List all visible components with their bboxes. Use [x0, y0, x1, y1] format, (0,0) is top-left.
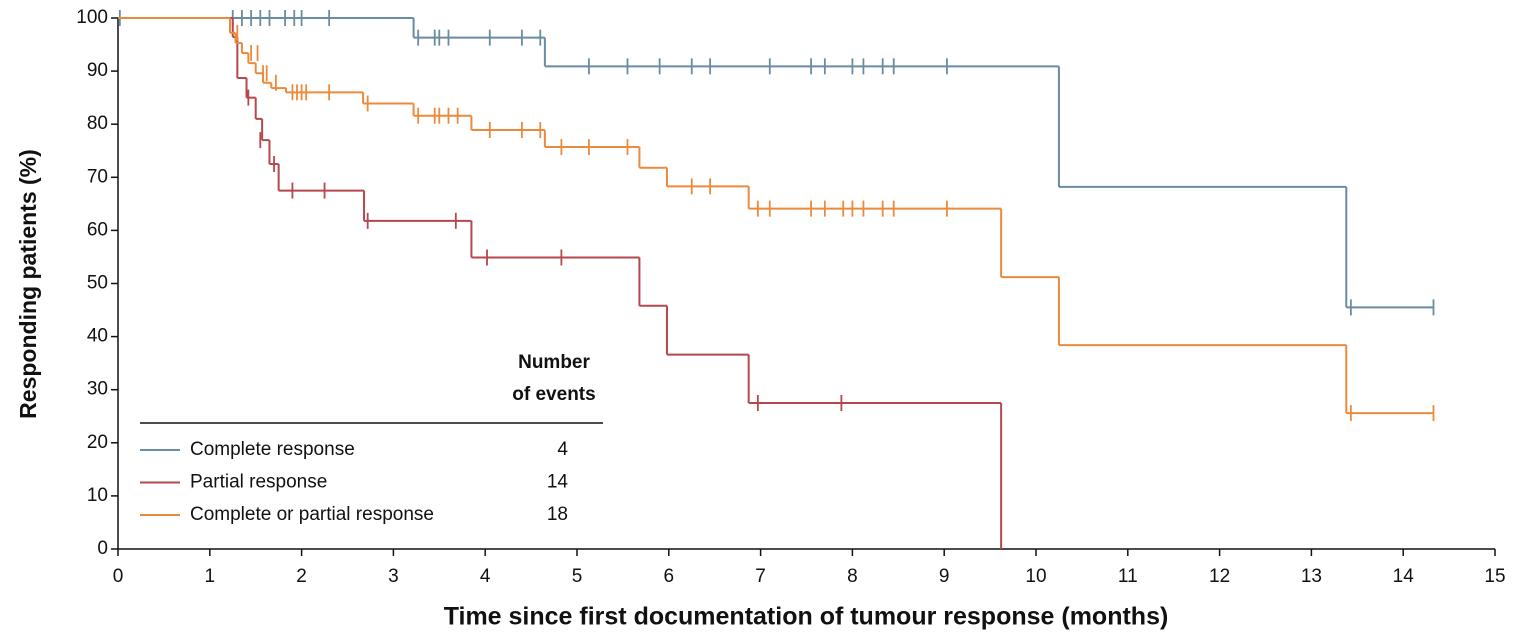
x-tick-label: 10 — [1025, 566, 1046, 587]
y-tick-label: 100 — [76, 7, 108, 28]
legend-events: 4 — [557, 439, 568, 460]
y-tick-label: 70 — [87, 166, 108, 187]
y-tick-label: 20 — [87, 432, 108, 453]
x-tick-label: 4 — [480, 566, 491, 587]
y-tick-label: 10 — [87, 485, 108, 506]
x-tick-label: 8 — [847, 566, 858, 587]
legend-label: Complete or partial response — [190, 504, 434, 525]
x-tick-label: 12 — [1209, 566, 1230, 587]
y-tick-label: 60 — [87, 219, 108, 240]
x-tick-label: 5 — [572, 566, 583, 587]
x-tick-label: 1 — [205, 566, 216, 587]
y-axis-label: Responding patients (%) — [15, 149, 41, 419]
y-tick-label: 0 — [97, 538, 108, 559]
y-tick-label: 90 — [87, 60, 108, 81]
x-tick-label: 6 — [664, 566, 675, 587]
legend-events: 14 — [547, 472, 569, 493]
x-tick-label: 13 — [1301, 566, 1322, 587]
y-tick-label: 30 — [87, 379, 108, 400]
x-tick-label: 14 — [1393, 566, 1415, 587]
y-tick-label: 80 — [87, 113, 108, 134]
x-tick-label: 9 — [939, 566, 950, 587]
x-axis-label: Time since first documentation of tumour… — [444, 603, 1169, 631]
x-tick-label: 0 — [113, 566, 124, 587]
legend-label: Complete response — [190, 439, 355, 460]
legend-title: of events — [512, 384, 595, 405]
x-tick-label: 2 — [296, 566, 307, 587]
legend-events: 18 — [547, 504, 568, 525]
x-tick-label: 3 — [388, 566, 399, 587]
y-tick-label: 40 — [87, 326, 108, 347]
x-tick-label: 15 — [1484, 566, 1505, 587]
x-tick-label: 7 — [755, 566, 766, 587]
legend-title: Number — [518, 352, 590, 373]
y-tick-label: 50 — [87, 273, 108, 294]
x-tick-label: 11 — [1118, 566, 1138, 587]
legend-label: Partial response — [190, 472, 327, 493]
